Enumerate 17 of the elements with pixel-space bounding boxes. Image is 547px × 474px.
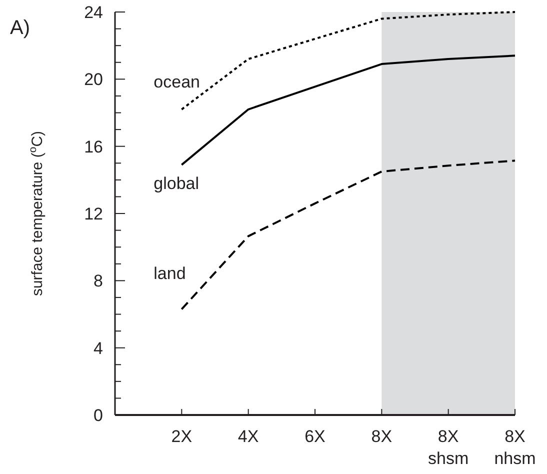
text: A) xyxy=(10,17,30,39)
x-tick-label: 8X shsm xyxy=(428,427,469,468)
x-tick-label: 2X xyxy=(171,427,192,446)
x-tick-label: 8X nhsm xyxy=(494,427,536,468)
series-label: ocean xyxy=(154,72,200,92)
x-tick-label: 6X xyxy=(304,427,326,446)
y-tick-label: 12 xyxy=(84,204,103,224)
y-tick-label: 8 xyxy=(94,272,103,291)
x-tick-label: 8X xyxy=(371,427,392,446)
x-tick-label: 4X xyxy=(238,427,259,446)
y-tick-label: 4 xyxy=(94,338,103,358)
y-tick-label: 24 xyxy=(84,3,103,22)
y-tick-label: 20 xyxy=(84,70,103,90)
series-label: land xyxy=(154,264,186,284)
series-label: global xyxy=(154,174,200,193)
y-tick-label: 16 xyxy=(84,137,103,156)
y-tick-label: 0 xyxy=(94,406,103,425)
